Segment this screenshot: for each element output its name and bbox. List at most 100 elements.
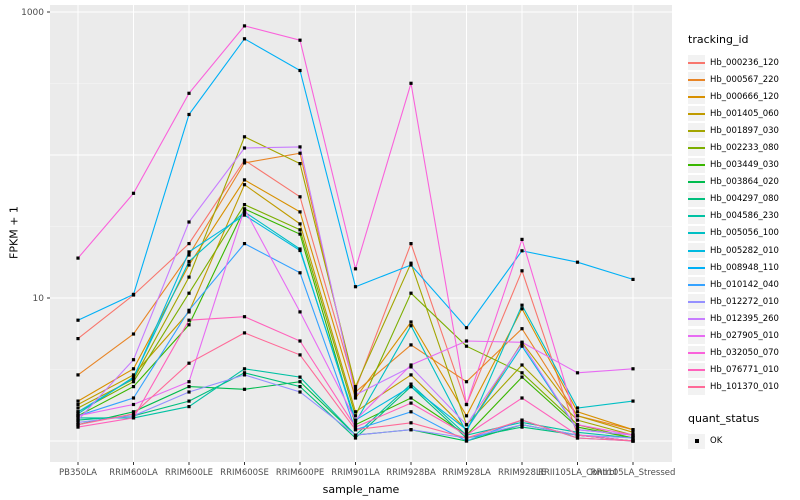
series-line-swatch-icon <box>688 174 705 190</box>
data-point <box>631 439 635 443</box>
data-point <box>76 399 80 403</box>
data-point <box>409 410 413 414</box>
data-point <box>242 371 247 375</box>
data-point <box>76 425 80 429</box>
data-point <box>353 267 358 271</box>
data-point <box>298 151 302 155</box>
legend-entry-Hb_032050_070: Hb_032050_070 <box>688 345 800 362</box>
legend-entry-label: Hb_004586_230 <box>710 211 779 222</box>
data-point <box>464 380 469 384</box>
data-point <box>242 213 247 217</box>
data-point <box>242 210 247 214</box>
data-point <box>131 410 136 414</box>
data-point <box>298 162 302 166</box>
legend-entry-Hb_012272_010: Hb_012272_010 <box>688 293 800 310</box>
x-tick-label: RRIM600LA <box>109 468 158 478</box>
data-point <box>242 178 247 182</box>
legend-entry-label: Hb_005282_010 <box>710 245 779 256</box>
series-line-swatch-icon <box>688 328 705 344</box>
data-point <box>187 250 191 254</box>
data-point <box>353 418 358 422</box>
data-point <box>575 410 580 414</box>
data-point <box>409 428 413 432</box>
data-point <box>242 37 247 41</box>
data-point <box>242 146 247 150</box>
data-point <box>242 183 247 187</box>
data-point <box>131 396 136 400</box>
legend-entry-label: Hb_010142_040 <box>710 279 779 290</box>
data-point <box>187 380 191 384</box>
data-point <box>464 428 469 432</box>
y-tick-label: 1000 <box>21 8 44 18</box>
data-point <box>353 420 358 424</box>
data-point <box>298 145 302 149</box>
legend-entry-Hb_001897_030: Hb_001897_030 <box>688 122 800 139</box>
data-point <box>631 428 635 432</box>
legend-panel: tracking_id Hb_000236_120 Hb_000567_220 Hb… <box>688 33 800 450</box>
plot-panel-background <box>50 5 672 462</box>
legend-entry-quant-ok: OK <box>688 433 800 450</box>
data-point <box>353 433 358 437</box>
data-point <box>76 402 80 407</box>
legend-entry-label: Hb_001897_030 <box>710 125 779 136</box>
legend-entry-Hb_002233_080: Hb_002233_080 <box>688 139 800 156</box>
data-point <box>187 308 191 312</box>
legend-entry-Hb_005056_100: Hb_005056_100 <box>688 225 800 242</box>
series-line-swatch-icon <box>688 345 705 361</box>
data-point <box>131 191 136 195</box>
data-point <box>409 365 413 369</box>
data-point <box>187 405 191 409</box>
data-point <box>131 367 136 371</box>
data-point <box>242 207 247 211</box>
data-point <box>187 390 191 394</box>
data-point <box>409 261 413 265</box>
data-point <box>464 439 469 443</box>
legend-entry-label: Hb_002233_080 <box>710 143 779 154</box>
data-point <box>520 340 524 344</box>
data-point <box>298 248 302 253</box>
data-point <box>187 385 191 389</box>
series-line-swatch-icon <box>688 260 705 276</box>
data-point <box>520 423 524 427</box>
data-point <box>353 423 358 427</box>
data-point <box>76 423 80 427</box>
data-point <box>187 291 191 295</box>
x-tick-label: RRIM928LE <box>498 468 546 478</box>
data-point <box>76 412 80 416</box>
data-point <box>409 263 413 267</box>
legend-entry-Hb_001405_060: Hb_001405_060 <box>688 105 800 122</box>
data-point <box>631 430 635 434</box>
data-point <box>409 291 413 295</box>
series-line-swatch-icon <box>688 191 705 207</box>
data-point <box>464 433 469 437</box>
legend-entry-label: Hb_001405_060 <box>710 108 779 119</box>
data-point <box>242 158 247 162</box>
data-point <box>464 339 469 343</box>
data-point <box>353 414 358 418</box>
legend-entry-Hb_027905_010: Hb_027905_010 <box>688 328 800 345</box>
x-axis-title: sample_name <box>322 483 400 496</box>
series-line-swatch-icon <box>688 243 705 259</box>
data-point <box>520 307 524 311</box>
data-point <box>353 385 358 389</box>
legend-entry-label: Hb_101370_010 <box>710 382 779 393</box>
legend-entry-Hb_004297_080: Hb_004297_080 <box>688 191 800 208</box>
data-point <box>242 161 247 165</box>
x-tick-label: PB350LA <box>59 468 97 478</box>
data-point <box>131 292 136 296</box>
data-point <box>187 91 191 95</box>
legend-entry-Hb_008948_110: Hb_008948_110 <box>688 259 800 276</box>
data-point <box>520 269 524 273</box>
series-line-swatch-icon <box>688 89 705 105</box>
legend-entry-Hb_010142_040: Hb_010142_040 <box>688 276 800 293</box>
data-point <box>76 410 80 414</box>
data-point <box>409 382 413 386</box>
legend-entry-Hb_012395_260: Hb_012395_260 <box>688 310 800 327</box>
x-tick-label: RRII105LA_Control <box>538 468 617 478</box>
legend-entry-Hb_004586_230: Hb_004586_230 <box>688 208 800 225</box>
x-tick-label: RRIM600SE <box>220 468 269 478</box>
y-axis-title: FPKM + 1 <box>7 206 21 259</box>
data-point <box>131 380 136 384</box>
data-point <box>298 271 302 275</box>
data-point <box>298 390 302 394</box>
